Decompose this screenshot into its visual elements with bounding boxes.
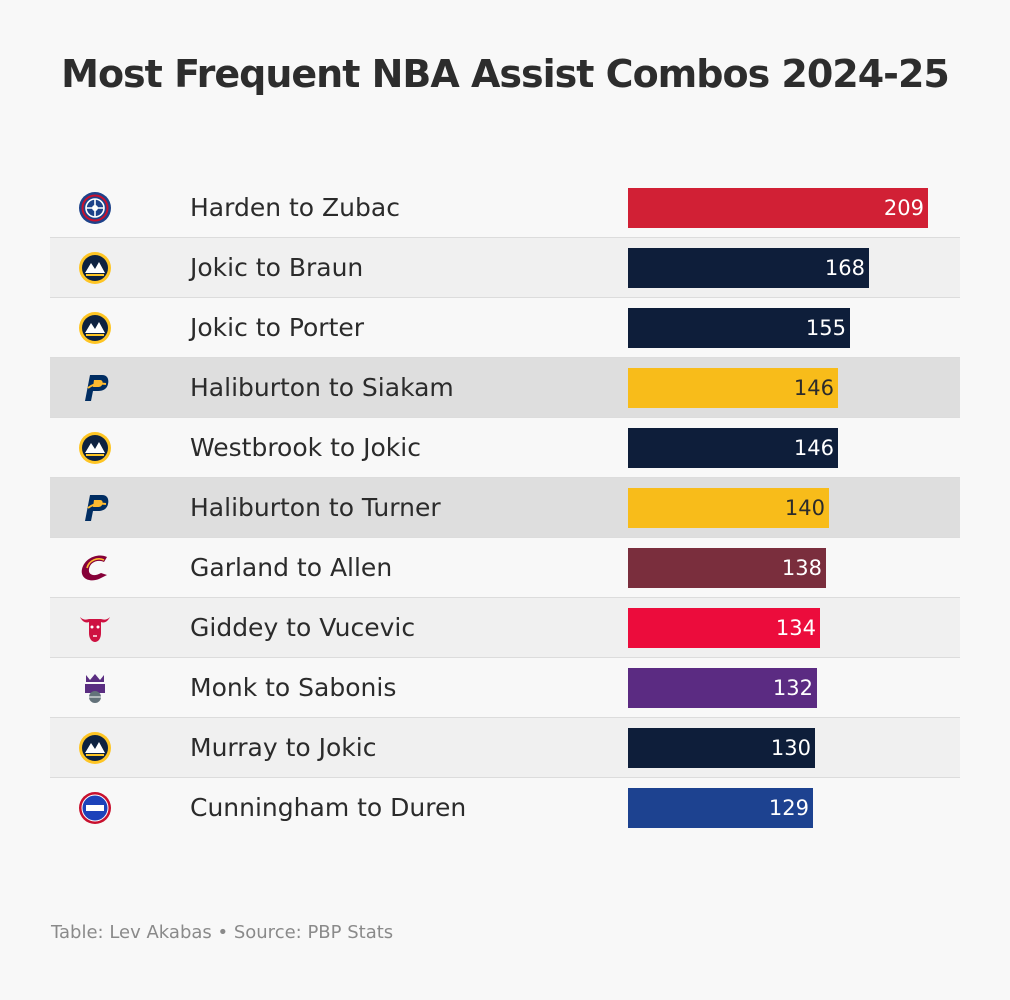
nuggets-logo-icon — [77, 731, 113, 765]
bar: 209 — [628, 188, 928, 228]
combo-label: Giddey to Vucevic — [190, 613, 416, 642]
bar-value-label: 209 — [883, 196, 924, 220]
pacers-logo-icon — [77, 371, 113, 405]
table-row: Cunningham to Duren 129 — [50, 778, 960, 838]
combo-label: Monk to Sabonis — [190, 673, 397, 702]
bar-value-label: 129 — [768, 796, 809, 820]
table-row: Jokic to Porter 155 — [50, 298, 960, 358]
combo-label: Haliburton to Siakam — [190, 373, 454, 402]
bar-value-label: 146 — [793, 436, 834, 460]
chart-title: Most Frequent NBA Assist Combos 2024-25 — [61, 52, 950, 96]
table-row: Westbrook to Jokic 146 — [50, 418, 960, 478]
combo-label: Harden to Zubac — [190, 193, 400, 222]
bar: 155 — [628, 308, 850, 348]
bar-value-label: 138 — [781, 556, 822, 580]
table-row: Jokic to Braun 168 — [50, 238, 960, 298]
table-row: Monk to Sabonis 132 — [50, 658, 960, 718]
bar-value-label: 132 — [772, 676, 813, 700]
combo-label: Westbrook to Jokic — [190, 433, 421, 462]
table-row: Haliburton to Turner 140 — [50, 478, 960, 538]
bar: 129 — [628, 788, 813, 828]
kings-logo-icon — [77, 671, 113, 705]
pacers-logo-icon — [77, 491, 113, 525]
bar-value-label: 155 — [805, 316, 846, 340]
bar-value-label: 140 — [784, 496, 825, 520]
source-footer: Table: Lev Akabas • Source: PBP Stats — [51, 922, 394, 943]
bar-value-label: 168 — [824, 256, 865, 280]
bar: 130 — [628, 728, 815, 768]
nuggets-logo-icon — [77, 431, 113, 465]
combos-table: Harden to Zubac 209 Jokic to Braun 168 Jokic… — [50, 178, 960, 838]
combo-label: Murray to Jokic — [190, 733, 377, 762]
nuggets-logo-icon — [77, 251, 113, 285]
nuggets-logo-icon — [77, 311, 113, 345]
table-row: Murray to Jokic 130 — [50, 718, 960, 778]
bar: 140 — [628, 488, 829, 528]
bar: 134 — [628, 608, 820, 648]
bar: 168 — [628, 248, 869, 288]
table-row: Haliburton to Siakam 146 — [50, 358, 960, 418]
table-row: Harden to Zubac 209 — [50, 178, 960, 238]
cavaliers-logo-icon — [77, 551, 113, 585]
pistons-logo-icon — [77, 791, 113, 825]
bar: 146 — [628, 368, 838, 408]
combo-label: Haliburton to Turner — [190, 493, 441, 522]
combo-label: Jokic to Braun — [190, 253, 364, 282]
bar-value-label: 130 — [770, 736, 811, 760]
bar-value-label: 146 — [793, 376, 834, 400]
combo-label: Garland to Allen — [190, 553, 393, 582]
table-row: Giddey to Vucevic 134 — [50, 598, 960, 658]
bar: 132 — [628, 668, 817, 708]
bar: 138 — [628, 548, 826, 588]
bar-value-label: 134 — [775, 616, 816, 640]
table-row: Garland to Allen 138 — [50, 538, 960, 598]
bulls-logo-icon — [77, 611, 113, 645]
combo-label: Cunningham to Duren — [190, 793, 467, 822]
combo-label: Jokic to Porter — [190, 313, 365, 342]
bar: 146 — [628, 428, 838, 468]
clippers-logo-icon — [77, 191, 113, 225]
